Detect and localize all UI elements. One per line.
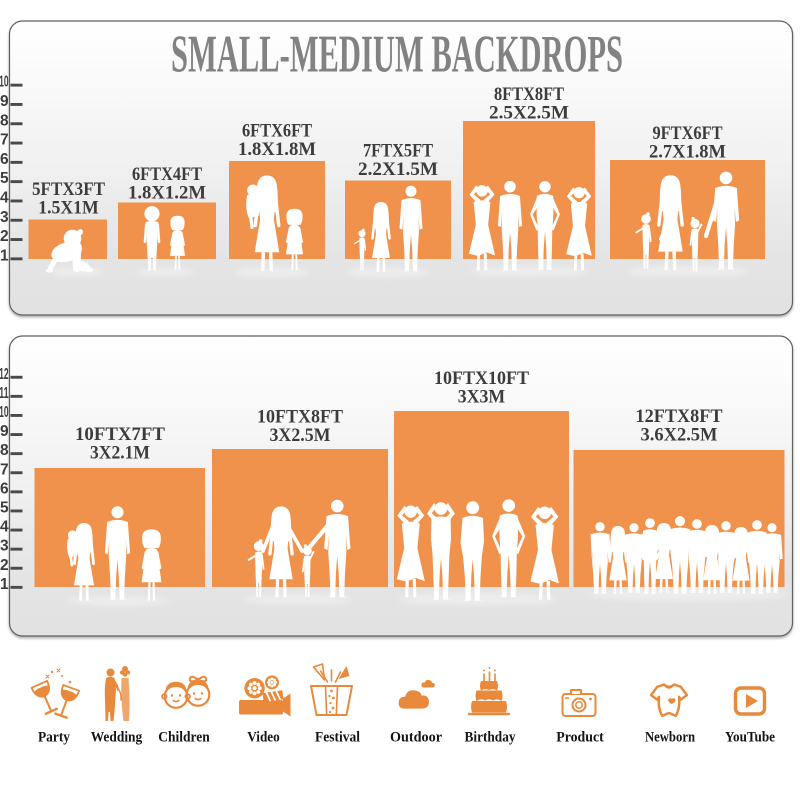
- svg-text:7: 7: [0, 132, 9, 149]
- svg-text:1: 1: [0, 576, 9, 593]
- svg-text:3: 3: [0, 538, 9, 555]
- svg-text:5: 5: [0, 170, 9, 187]
- svg-text:4: 4: [0, 519, 9, 536]
- svg-text:4: 4: [0, 190, 9, 207]
- svg-text:Newborn: Newborn: [645, 730, 696, 746]
- svg-text:8FTX8FT: 8FTX8FT: [494, 84, 564, 105]
- svg-text:3: 3: [0, 209, 9, 226]
- svg-text:5FTX3FT: 5FTX3FT: [32, 179, 105, 200]
- svg-text:2: 2: [0, 557, 9, 574]
- svg-text:1: 1: [0, 247, 9, 264]
- svg-text:2.7X1.8M: 2.7X1.8M: [649, 141, 726, 162]
- svg-text:Outdoor: Outdoor: [390, 730, 442, 746]
- svg-text:3X3M: 3X3M: [458, 386, 506, 407]
- svg-text:7: 7: [0, 461, 9, 478]
- svg-text:2.5X2.5M: 2.5X2.5M: [489, 102, 569, 123]
- svg-text:2.2X1.5M: 2.2X1.5M: [358, 159, 438, 180]
- svg-text:6FTX6FT: 6FTX6FT: [242, 121, 312, 142]
- svg-text:10FTX7FT: 10FTX7FT: [75, 424, 165, 445]
- svg-text:8: 8: [0, 442, 9, 459]
- svg-text:10FTX10FT: 10FTX10FT: [434, 368, 529, 389]
- svg-text:12FTX8FT: 12FTX8FT: [636, 406, 723, 427]
- svg-text:Birthday: Birthday: [465, 730, 516, 746]
- svg-text:Product: Product: [556, 730, 604, 746]
- svg-text:3X2.1M: 3X2.1M: [90, 442, 150, 463]
- svg-text:9: 9: [0, 423, 9, 440]
- svg-text:7FTX5FT: 7FTX5FT: [363, 141, 433, 162]
- svg-text:9: 9: [0, 93, 9, 110]
- svg-text:Wedding: Wedding: [91, 730, 143, 746]
- svg-text:6: 6: [0, 480, 9, 497]
- svg-text:11: 11: [0, 385, 9, 402]
- svg-text:6FTX4FT: 6FTX4FT: [132, 164, 202, 185]
- svg-text:1.8X1.2M: 1.8X1.2M: [128, 182, 206, 203]
- svg-text:10: 10: [0, 74, 9, 91]
- svg-text:1.8X1.8M: 1.8X1.8M: [238, 139, 316, 160]
- svg-text:Festival: Festival: [315, 730, 360, 746]
- svg-text:YouTube: YouTube: [725, 730, 775, 746]
- svg-text:5: 5: [0, 500, 9, 517]
- svg-text:Children: Children: [158, 730, 210, 746]
- svg-text:10: 10: [0, 404, 9, 421]
- svg-text:SMALL-MEDIUM BACKDROPS: SMALL-MEDIUM BACKDROPS: [171, 26, 623, 84]
- svg-text:8: 8: [0, 112, 9, 129]
- svg-text:9FTX6FT: 9FTX6FT: [653, 123, 723, 144]
- svg-text:3.6X2.5M: 3.6X2.5M: [641, 424, 718, 445]
- svg-text:12: 12: [0, 366, 9, 383]
- svg-text:6: 6: [0, 151, 9, 168]
- svg-text:Party: Party: [38, 730, 70, 746]
- svg-text:10FTX8FT: 10FTX8FT: [257, 407, 343, 428]
- svg-text:3X2.5M: 3X2.5M: [270, 425, 331, 446]
- svg-text:Video: Video: [247, 730, 280, 746]
- svg-text:1.5X1M: 1.5X1M: [38, 197, 99, 218]
- svg-text:2: 2: [0, 228, 9, 245]
